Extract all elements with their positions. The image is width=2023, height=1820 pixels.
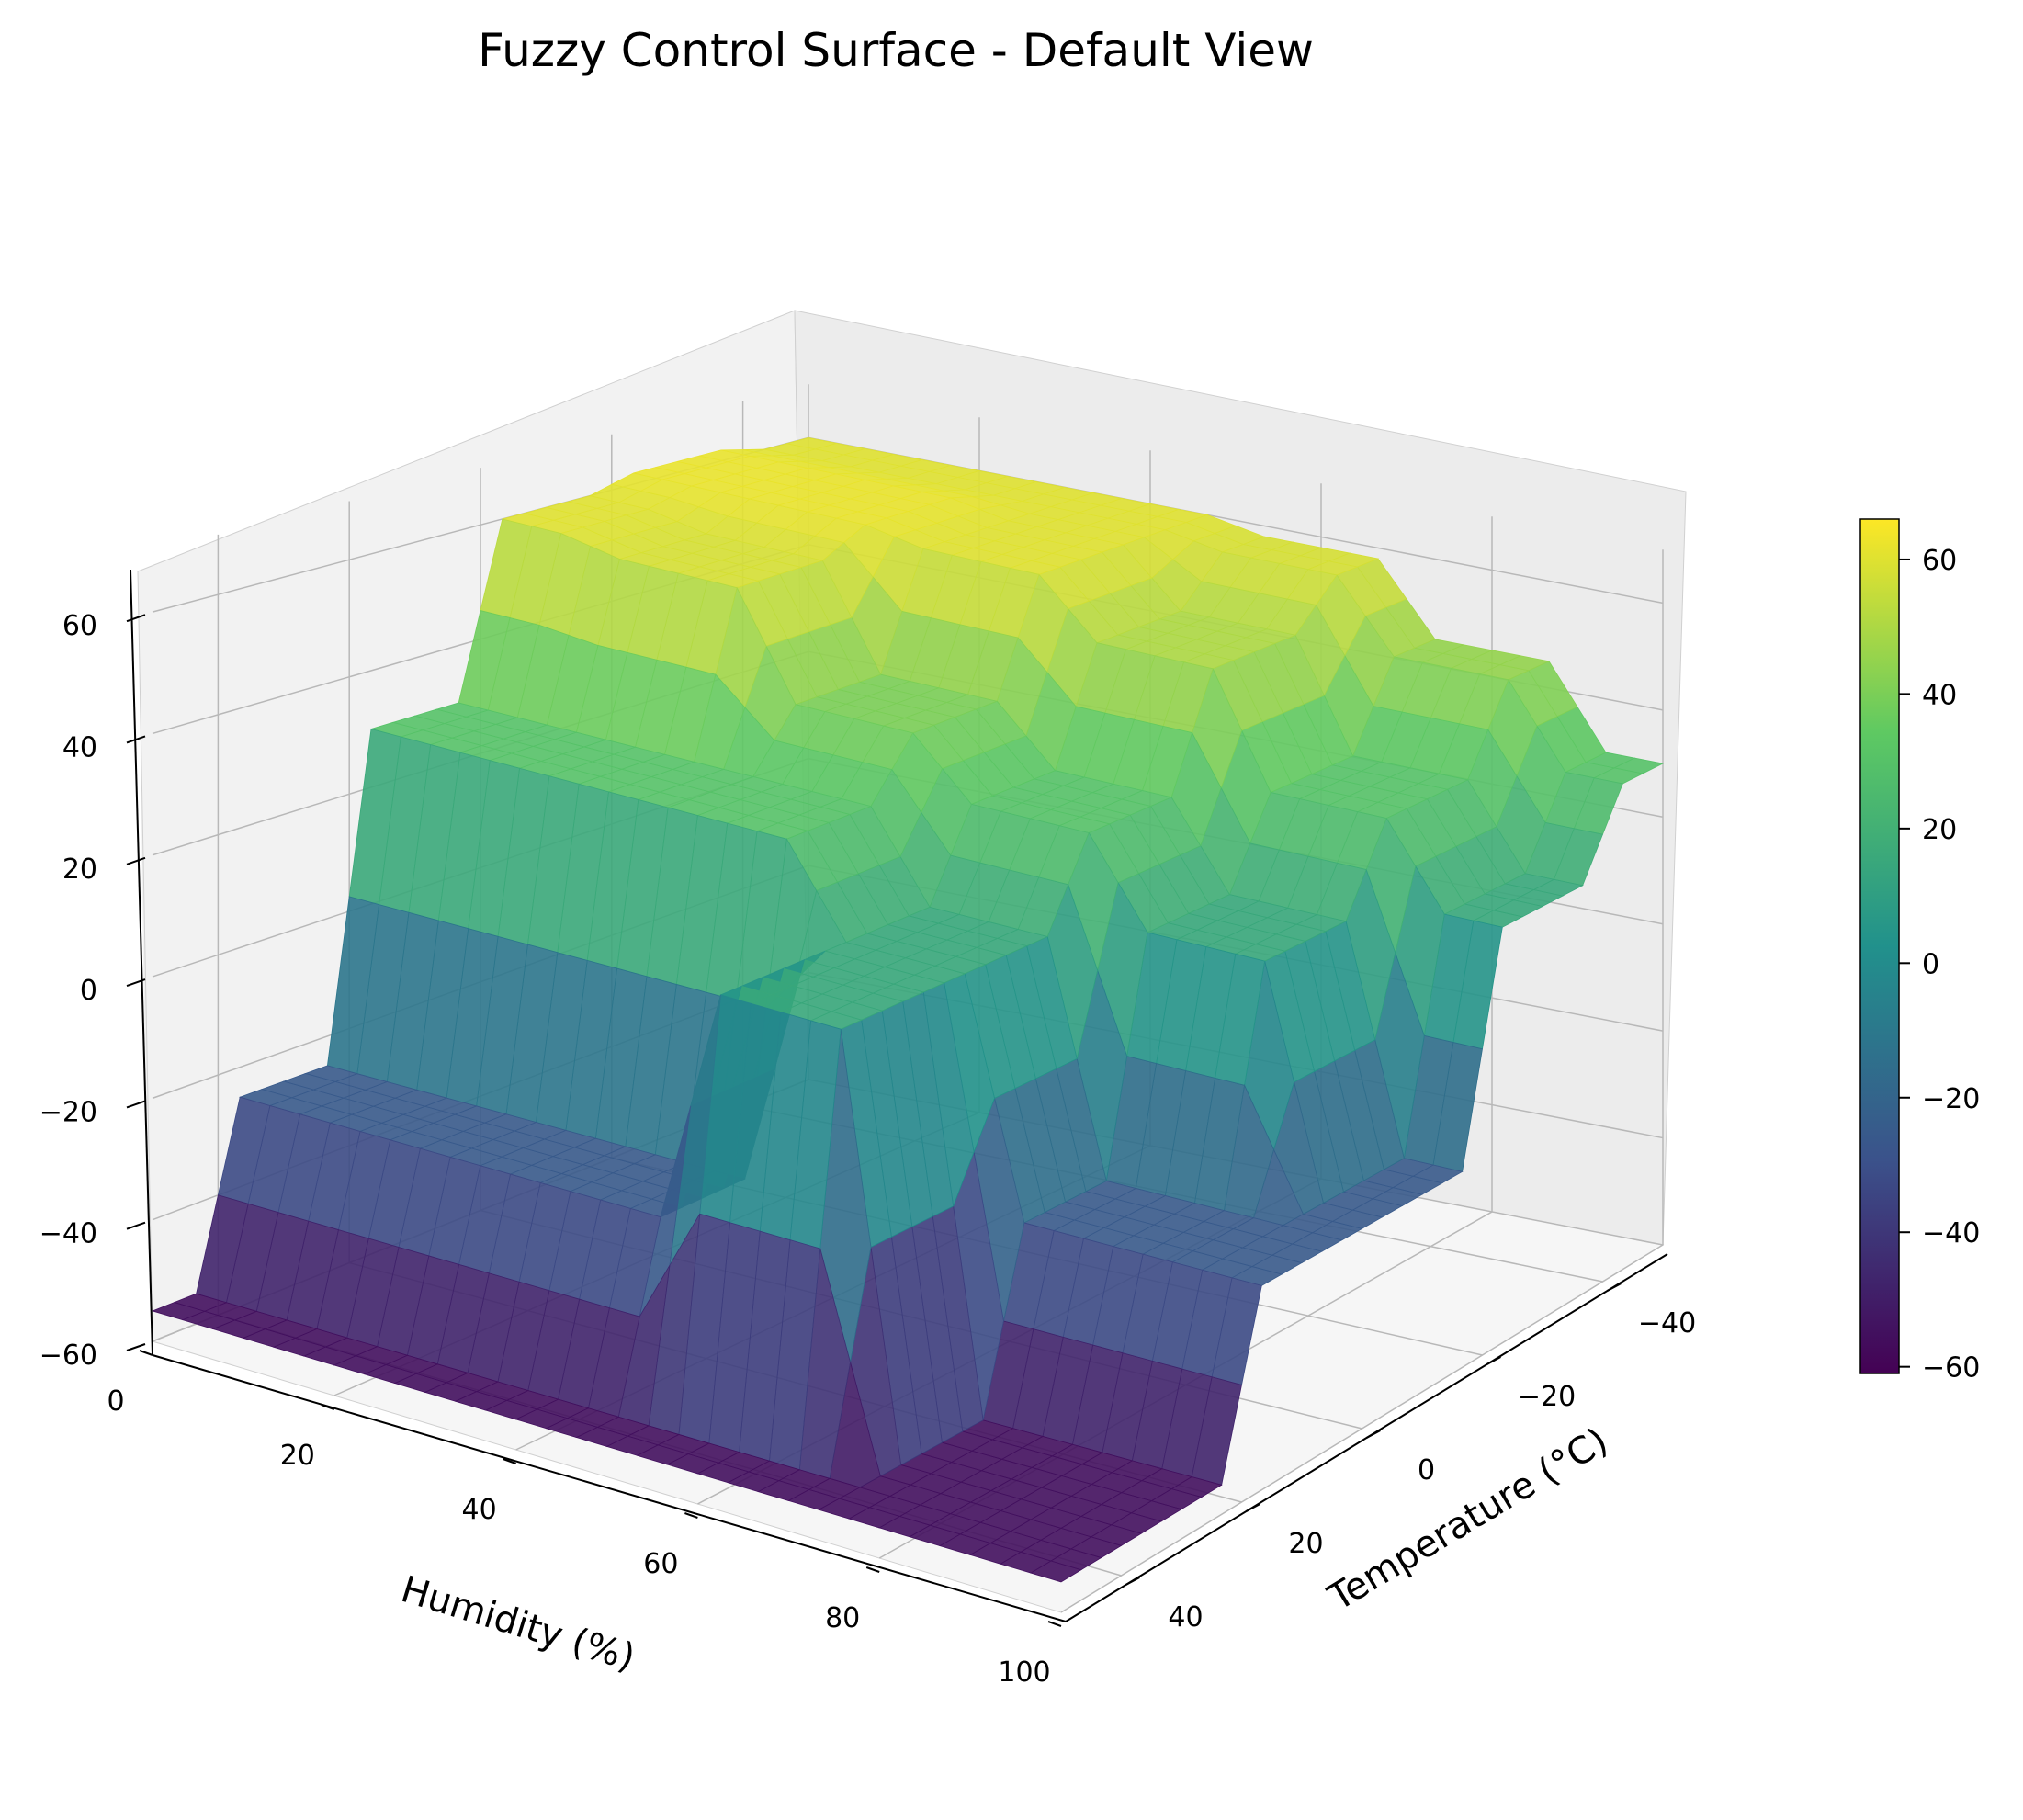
z-tick-mark — [126, 1221, 146, 1230]
z-tick-mark — [126, 856, 146, 865]
y-tick-mark — [1607, 1283, 1622, 1292]
colorbar-tick-label: 20 — [1922, 814, 1957, 846]
y-tick-mark — [1125, 1577, 1140, 1586]
colorbar-tick-label: −20 — [1922, 1083, 1980, 1115]
z-tick-mark — [126, 1343, 146, 1351]
x-tick-mark — [321, 1404, 335, 1410]
y-tick-label: 20 — [1288, 1528, 1323, 1560]
x-tick-label: 20 — [280, 1440, 315, 1472]
surface-mesh — [151, 437, 1665, 1583]
colorbar-ticks: −60 −40 −20 0 20 40 60 — [1899, 545, 1980, 1385]
z-tick-label: 40 — [62, 731, 97, 763]
x-tick-mark — [1047, 1621, 1062, 1627]
z-tick-label: 0 — [80, 975, 97, 1007]
x-grid-line — [1060, 549, 1664, 1613]
x-tick-mark — [139, 1350, 153, 1356]
y-tick-mark — [1246, 1503, 1260, 1512]
colorbar-tick-label: 0 — [1922, 948, 1939, 980]
y-axis-ticks: −40 −20 0 20 40 — [1125, 1283, 1696, 1633]
y-axis-label: Temperature (°C) — [1321, 1419, 1615, 1620]
y-tick-label: 0 — [1418, 1454, 1435, 1487]
colorbar-tick-label: −40 — [1922, 1217, 1980, 1249]
y-tick-mark — [1366, 1430, 1381, 1439]
z-tick-label: 20 — [62, 853, 97, 886]
x-axis-ticks: 0 20 40 60 80 100 — [107, 1350, 1062, 1689]
x-tick-label: 60 — [643, 1548, 678, 1580]
x-tick-mark — [865, 1566, 880, 1573]
z-tick-label: −40 — [40, 1218, 97, 1250]
colorbar-tick-label: 40 — [1922, 679, 1957, 711]
z-tick-mark — [126, 978, 146, 988]
z-tick-mark — [126, 614, 146, 623]
y-tick-label: 40 — [1168, 1601, 1203, 1633]
y-tick-label: −20 — [1518, 1381, 1576, 1413]
z-axis-ticks: −60 −40 −20 0 20 40 60 — [40, 610, 146, 1372]
colorbar-tick-label: 60 — [1922, 545, 1957, 577]
z-axis-line — [130, 569, 153, 1356]
surface-facet — [151, 1302, 206, 1321]
z-tick-label: −20 — [40, 1096, 97, 1128]
x-tick-label: 40 — [462, 1494, 497, 1526]
y-tick-mark — [1486, 1356, 1501, 1365]
z-tick-label: 60 — [62, 610, 97, 642]
z-tick-mark — [126, 735, 146, 744]
x-tick-mark — [503, 1458, 516, 1464]
z-tick-mark — [126, 1100, 146, 1109]
x-axis-line — [152, 1354, 1067, 1622]
x-axis-label: Humidity (%) — [396, 1568, 639, 1679]
chart-title: Fuzzy Control Surface - Default View — [478, 24, 1314, 77]
x-tick-mark — [684, 1512, 698, 1519]
colorbar-tick-label: −60 — [1922, 1352, 1980, 1385]
colorbar — [1859, 518, 1900, 1374]
x-tick-label: 0 — [107, 1385, 124, 1418]
z-tick-label: −60 — [40, 1340, 97, 1372]
x-tick-label: 100 — [998, 1656, 1050, 1689]
y-tick-label: −40 — [1638, 1307, 1696, 1340]
x-tick-label: 80 — [825, 1602, 860, 1634]
